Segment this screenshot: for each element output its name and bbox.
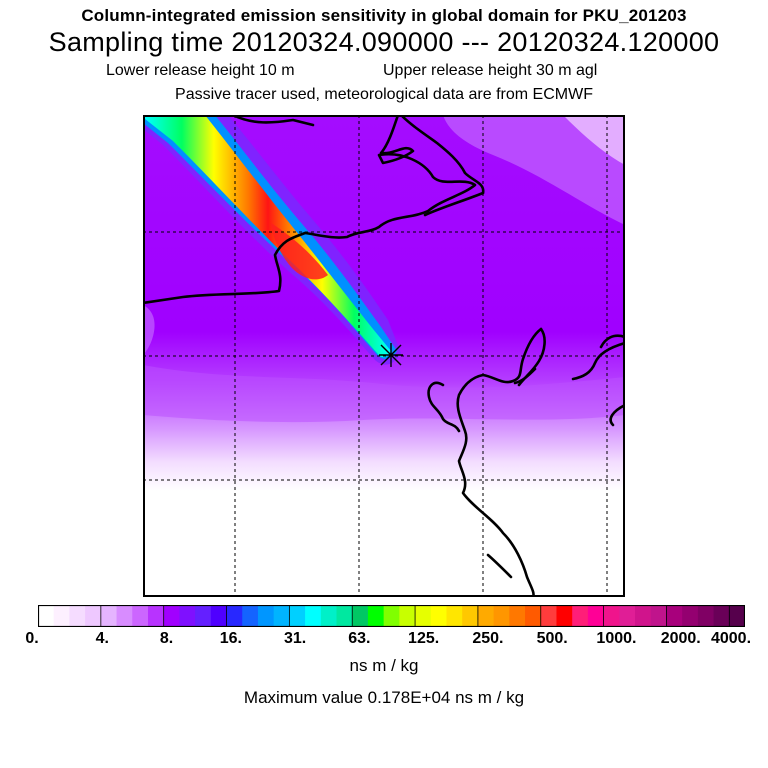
light-patch-left bbox=[143, 305, 155, 355]
colorbar-cell bbox=[729, 605, 745, 627]
coastlines bbox=[143, 115, 625, 597]
colorbar-cell bbox=[147, 605, 165, 627]
colorbar-cell bbox=[320, 605, 338, 627]
colorbar-cell bbox=[462, 605, 479, 627]
colorbar-cell bbox=[603, 605, 620, 627]
colorbar bbox=[38, 605, 745, 627]
colorbar-cell bbox=[556, 605, 573, 627]
colorbar-cell bbox=[132, 605, 149, 627]
colorbar-tick-label: 31. bbox=[283, 630, 307, 647]
colorbar-tick-label: 16. bbox=[219, 630, 242, 647]
tracer-info: Passive tracer used, meteorological data… bbox=[175, 86, 593, 103]
colorbar-cell bbox=[195, 605, 212, 627]
colorbar-cell bbox=[367, 605, 385, 627]
lower-release-height: Lower release height 10 m bbox=[106, 62, 295, 79]
colorbar-cell bbox=[525, 605, 542, 627]
colorbar-cell bbox=[179, 605, 196, 627]
colorbar-cell bbox=[415, 605, 432, 627]
colorbar-cell bbox=[509, 605, 526, 627]
colorbar-cell bbox=[69, 605, 86, 627]
colorbar-cell bbox=[383, 605, 400, 627]
colorbar-cell bbox=[682, 605, 699, 627]
colorbar-frame bbox=[38, 605, 745, 627]
plume-core bbox=[145, 115, 391, 358]
colorbar-cell bbox=[116, 605, 133, 627]
map-frame bbox=[143, 115, 625, 597]
colorbar-tick-label: 63. bbox=[348, 630, 371, 647]
colorbar-cell bbox=[273, 605, 290, 627]
colorbar-tick-label: 250. bbox=[472, 630, 504, 647]
colorbar-cell bbox=[430, 605, 448, 627]
colorbar-tick-label: 8. bbox=[159, 630, 174, 647]
colorbar-units: ns m / kg bbox=[349, 656, 419, 675]
light-patch-lower-band bbox=[143, 365, 625, 423]
colorbar-cell bbox=[619, 605, 636, 627]
colorbar-cell bbox=[257, 605, 275, 627]
colorbar-cell bbox=[100, 605, 118, 627]
light-patch-top-right bbox=[563, 115, 625, 165]
colorbar-cell bbox=[540, 605, 558, 627]
colorbar-cell bbox=[493, 605, 510, 627]
colorbar-cell bbox=[38, 605, 55, 627]
colorbar-cell bbox=[53, 605, 71, 627]
map-title: Column-integrated emission sensitivity i… bbox=[81, 6, 687, 25]
plume-hotspot bbox=[271, 223, 328, 280]
colorbar-cell bbox=[446, 605, 463, 627]
colorbar-cell bbox=[305, 605, 322, 627]
colorbar-tick-label: 125. bbox=[408, 630, 440, 647]
colorbar-tick-label: 4000. bbox=[710, 630, 752, 647]
maximum-value: Maximum value 0.178E+04 ns m / kg bbox=[243, 688, 525, 707]
release-site-marker-icon bbox=[379, 343, 403, 367]
colorbar-cell bbox=[635, 605, 652, 627]
light-patch-upper-right bbox=[443, 115, 625, 225]
colorbar-cell bbox=[572, 605, 589, 627]
colorbar-cell bbox=[713, 605, 730, 627]
colorbar-cell bbox=[352, 605, 369, 627]
colorbar-cell bbox=[226, 605, 243, 627]
upper-release-height: Upper release height 30 m agl bbox=[383, 62, 598, 79]
colorbar-cell bbox=[650, 605, 668, 627]
colorbar-tick-label: 0. bbox=[25, 630, 39, 647]
colorbar-tick-label: 500. bbox=[536, 630, 568, 647]
colorbar-cell bbox=[399, 605, 416, 627]
colorbar-cell bbox=[477, 605, 495, 627]
colorbar-tick-label: 4. bbox=[95, 630, 109, 647]
colorbar-cell bbox=[242, 605, 259, 627]
colorbar-cell bbox=[210, 605, 228, 627]
colorbar-cell bbox=[587, 605, 605, 627]
map-panel bbox=[143, 115, 625, 597]
colorbar-cell bbox=[697, 605, 715, 627]
colorbar-cell bbox=[336, 605, 353, 627]
colorbar-cell bbox=[85, 605, 102, 627]
colorbar-cell bbox=[666, 605, 683, 627]
sampling-time: Sampling time 20120324.090000 --- 201203… bbox=[48, 27, 720, 57]
colorbar-cell bbox=[163, 605, 180, 627]
graticule bbox=[143, 115, 625, 597]
colorbar-cell bbox=[289, 605, 306, 627]
colorbar-tick-labels: 0. 4. 8. 16. 31. 63. 125. 250. 500. 1000. 2000. 400… bbox=[0, 630, 768, 652]
colorbar-tick-label: 2000. bbox=[660, 630, 701, 647]
colorbar-tick-label: 1000. bbox=[596, 630, 637, 647]
